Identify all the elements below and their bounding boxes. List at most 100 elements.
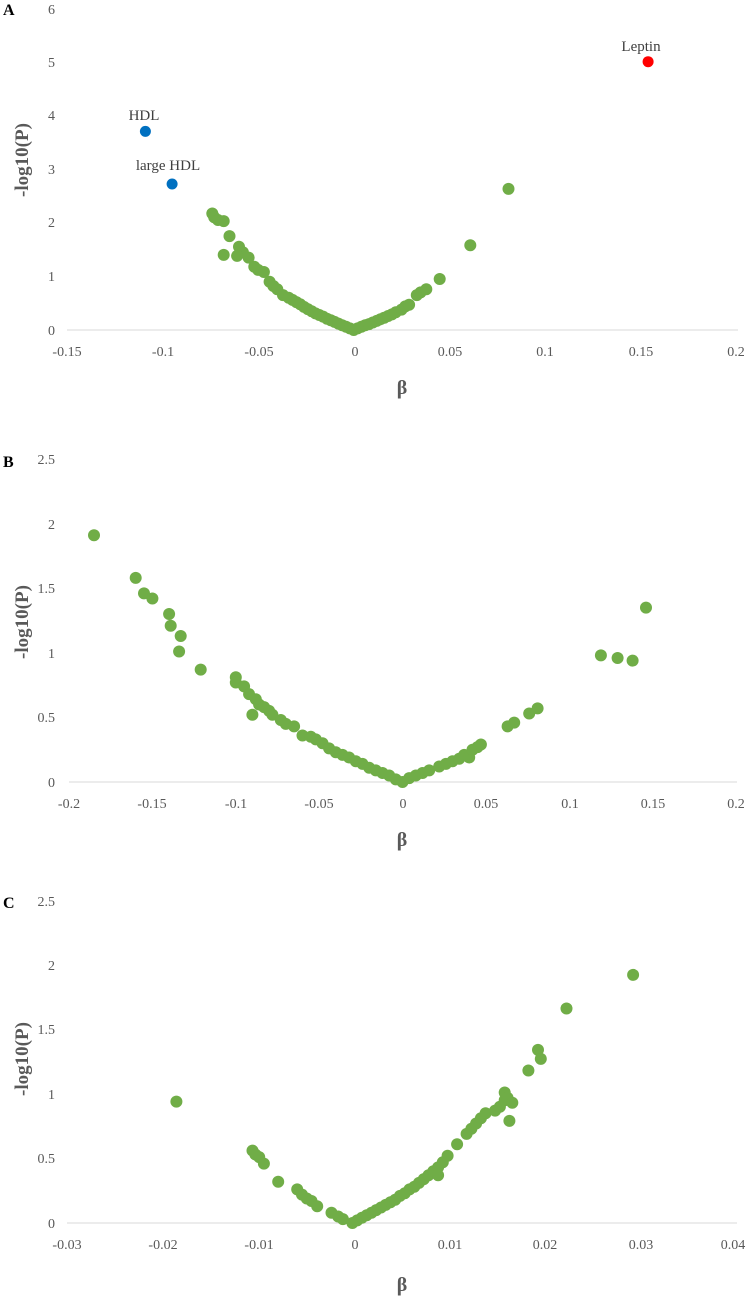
data-point (163, 608, 176, 620)
x-tick-label: 0.04 (721, 1238, 746, 1253)
x-tick-label: -0.2 (58, 797, 80, 812)
panel-label-b: B (3, 454, 14, 471)
x-tick-label: -0.03 (52, 1238, 81, 1253)
data-point (626, 654, 639, 667)
y-tick-label: 2 (48, 518, 55, 533)
data-point (627, 968, 640, 981)
annotation-large-hdl: large HDL (136, 158, 200, 174)
x-tick-label: -0.1 (225, 797, 247, 812)
data-point (164, 619, 177, 632)
x-tick-label: -0.15 (137, 797, 166, 812)
y-tick-label: 0.5 (38, 711, 56, 726)
x-ticks-c: -0.03 -0.02 -0.01 0 0.01 0.02 0.03 0.04 (52, 1238, 745, 1253)
x-tick-label: 0.2 (727, 345, 745, 360)
x-tick-label: 0.2 (727, 797, 745, 812)
data-point (594, 649, 607, 662)
data-point (506, 1096, 519, 1109)
data-point (173, 645, 186, 658)
y-axis-label-c: -log10(P) (12, 1022, 33, 1096)
annotation-hdl: HDL (129, 108, 160, 124)
data-point (423, 764, 436, 777)
highlight-point-large-hdl (166, 178, 178, 190)
data-point (311, 1200, 324, 1213)
highlight-point-leptin (642, 56, 654, 68)
data-point (246, 708, 259, 721)
highlight-point-hdl (139, 125, 151, 137)
x-tick-label: 0 (352, 345, 359, 360)
data-point (170, 1095, 183, 1108)
points-c (170, 968, 640, 1229)
y-tick-label: 2 (48, 959, 55, 974)
x-tick-label: 0.15 (641, 797, 666, 812)
data-point (272, 1175, 285, 1188)
y-tick-label: 1.5 (38, 582, 56, 597)
y-tick-label: 0 (48, 324, 55, 339)
data-point (441, 1149, 454, 1162)
points-b (88, 529, 652, 788)
chart-c: C 0 0.5 1 1.5 2 2.5 -0.03 -0.02 -0.01 0 … (3, 895, 745, 1296)
y-ticks-a: 0 1 2 3 4 5 6 (48, 3, 55, 339)
x-tick-label: 0.03 (629, 1238, 654, 1253)
y-tick-label: 3 (48, 163, 55, 178)
data-point (217, 248, 230, 261)
x-ticks-b: -0.2 -0.15 -0.1 -0.05 0 0.05 0.1 0.15 0.… (58, 797, 745, 812)
y-tick-label: 0.5 (38, 1152, 56, 1167)
x-tick-label: 0.15 (629, 345, 654, 360)
data-point (257, 1157, 270, 1170)
x-tick-label: 0.01 (438, 1238, 463, 1253)
data-point (531, 702, 544, 715)
data-point (129, 571, 142, 584)
x-axis-label-b: β (397, 829, 408, 851)
y-tick-label: 0 (48, 776, 55, 791)
y-tick-label: 0 (48, 1217, 55, 1232)
y-tick-label: 2.5 (38, 453, 56, 468)
data-point (451, 1138, 464, 1151)
y-tick-label: 5 (48, 56, 55, 71)
data-point (532, 1043, 544, 1056)
y-axis-label-b: -log10(P) (12, 585, 33, 659)
y-tick-label: 1.5 (38, 1023, 56, 1038)
data-point (194, 663, 207, 676)
data-point (403, 298, 416, 311)
data-point (432, 1169, 445, 1182)
data-point (560, 1002, 573, 1015)
data-point (217, 215, 230, 228)
x-tick-label: -0.01 (244, 1238, 273, 1253)
data-point (503, 1114, 516, 1127)
y-tick-label: 4 (48, 109, 55, 124)
data-point (223, 230, 236, 243)
y-tick-label: 6 (48, 3, 55, 18)
points-a (139, 56, 654, 336)
x-tick-label: 0.1 (536, 345, 554, 360)
y-tick-label: 1 (48, 270, 55, 285)
data-point (288, 720, 301, 733)
y-ticks-c: 0 0.5 1 1.5 2 2.5 (38, 895, 56, 1232)
data-point (474, 738, 487, 751)
x-tick-label: -0.05 (244, 345, 273, 360)
data-point (640, 601, 652, 614)
data-point (534, 1052, 547, 1065)
data-point (242, 251, 255, 264)
x-tick-label: 0.05 (438, 345, 463, 360)
data-point (174, 630, 187, 642)
x-tick-label: 0.02 (533, 1238, 558, 1253)
data-point (479, 1107, 492, 1120)
panel-label-a: A (3, 2, 15, 19)
chart-b: B 0 0.5 1 1.5 2 2.5 -0.2 -0.15 -0.1 -0.0… (3, 453, 745, 851)
data-point (502, 182, 515, 195)
data-point (257, 266, 270, 278)
data-point (336, 1213, 349, 1226)
data-point (522, 1064, 535, 1077)
x-tick-label: -0.05 (304, 797, 333, 812)
data-point (231, 249, 244, 262)
data-point (420, 283, 433, 296)
panel-label-c: C (3, 895, 15, 912)
x-tick-label: 0 (352, 1238, 359, 1253)
y-tick-label: 2 (48, 216, 55, 231)
y-tick-label: 1 (48, 647, 55, 662)
annotation-leptin: Leptin (621, 39, 661, 55)
y-tick-label: 2.5 (38, 895, 56, 910)
data-point (88, 529, 100, 542)
data-point (146, 592, 159, 605)
x-tick-label: -0.02 (148, 1238, 177, 1253)
